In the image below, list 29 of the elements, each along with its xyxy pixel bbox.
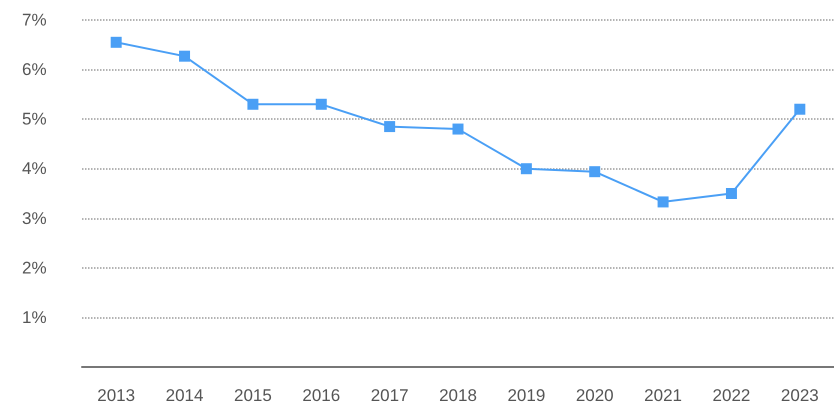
point xyxy=(726,188,737,199)
y-tick-label: 5% xyxy=(22,110,47,129)
point xyxy=(452,124,464,135)
y-tick-label: 6% xyxy=(22,60,47,80)
point xyxy=(247,98,258,110)
x-tick-label: 2015 xyxy=(234,386,272,405)
point xyxy=(316,98,327,110)
y-tick-label: 3% xyxy=(22,208,47,228)
x-tick-label: 2021 xyxy=(644,386,682,405)
y-tick-label: 1% xyxy=(22,308,47,327)
x-tick-label: 2014 xyxy=(166,386,204,405)
point xyxy=(110,36,122,48)
point xyxy=(589,166,600,178)
point xyxy=(520,163,532,174)
point xyxy=(794,104,806,115)
x-tick-label: 2023 xyxy=(780,386,819,405)
x-tick-label: 2022 xyxy=(712,386,750,405)
x-tick-label: 2018 xyxy=(439,386,477,405)
point xyxy=(658,196,669,208)
point xyxy=(179,50,190,62)
y-tick-label: 2% xyxy=(22,258,47,278)
x-tick-label: 2016 xyxy=(302,386,340,405)
x-tick-label: 2013 xyxy=(97,386,136,405)
x-tick-label: 2017 xyxy=(370,386,409,405)
point xyxy=(384,121,396,132)
y-tick-label: 4% xyxy=(22,159,47,178)
x-tick-label: 2019 xyxy=(507,386,546,405)
y-tick-label: 7% xyxy=(22,10,47,30)
x-tick-label: 2020 xyxy=(576,386,614,405)
